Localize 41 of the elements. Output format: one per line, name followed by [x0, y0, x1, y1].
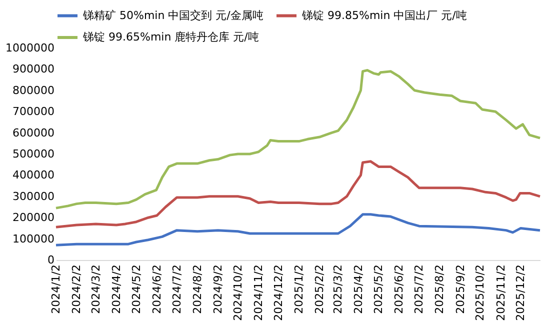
- x-tick-label: 2025/10/2: [474, 264, 487, 321]
- x-tick-label: 2024/7/2: [170, 264, 184, 314]
- line-series: [54, 160, 542, 228]
- x-tick-label: 2025/9/2: [454, 264, 467, 314]
- x-tick-label: 2024/8/2: [190, 264, 204, 314]
- y-tick-label: 600000: [12, 126, 54, 140]
- x-tick-label: 2025/11/2: [494, 264, 508, 321]
- legend-label: 锑精矿 50%min 中国交到 元/金属吨: [82, 8, 264, 22]
- x-tick-label: 2025/2/2: [313, 264, 326, 314]
- x-tick-label: 2024/10/2: [231, 264, 244, 321]
- x-tick-label: 2024/11/2: [252, 264, 265, 321]
- y-tick-label: 0: [48, 254, 54, 266]
- y-tick-label: 700000: [12, 105, 54, 118]
- x-tick-label: 2025/7/2: [412, 264, 426, 314]
- legend-label: 锑锭 99.85%min 中国出厂 元/吨: [301, 8, 467, 22]
- y-tick-label: 200000: [12, 211, 54, 224]
- x-tick-label: 2025/8/2: [433, 264, 446, 314]
- x-tick-label: 2025/5/2: [372, 264, 386, 314]
- y-tick-label: 300000: [12, 190, 54, 203]
- x-tick-label: 2024/4/2: [110, 264, 123, 314]
- x-tick-label: 2024/1/2: [50, 264, 62, 314]
- y-tick-label: 500000: [12, 148, 54, 160]
- x-tick-label: 2024/5/2: [130, 264, 143, 314]
- legend-label: 锑锭 99.65%min 鹿特丹仓库 元/吨: [82, 30, 259, 44]
- y-tick-label: 900000: [12, 62, 54, 76]
- x-tick-label: 2024/6/2: [150, 264, 164, 314]
- x-tick-label: 2025/1/2: [292, 264, 306, 314]
- line-series: [54, 69, 542, 210]
- x-tick-label: 2025/3/2: [332, 264, 345, 314]
- x-tick-label: 2024/2/2: [70, 264, 84, 314]
- y-tick-label: 1000000: [6, 42, 54, 54]
- x-tick-label: 2025/4/2: [352, 264, 366, 314]
- x-tick-label: 2025/6/2: [392, 264, 406, 314]
- x-tick-label: 2024/3/2: [89, 264, 102, 314]
- y-tick-label: 400000: [12, 168, 54, 182]
- x-tick-label: 2024/9/2: [211, 264, 224, 314]
- line-series: [54, 213, 542, 246]
- y-tick-label: 800000: [12, 84, 54, 97]
- x-tick-label: 2025/12/2: [514, 264, 528, 321]
- x-tick-label: 2024/12/2: [272, 264, 285, 321]
- y-tick-label: 100000: [12, 232, 54, 246]
